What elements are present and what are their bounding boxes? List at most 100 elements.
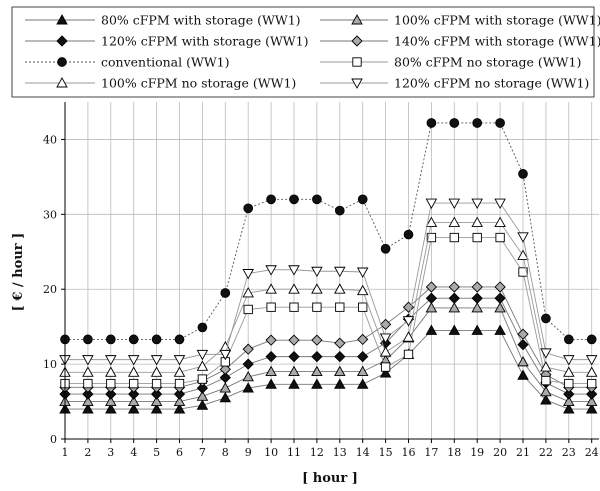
data-point bbox=[150, 355, 163, 366]
data-point bbox=[449, 118, 460, 128]
x-tick-label: 20 bbox=[493, 446, 507, 459]
data-point bbox=[289, 194, 299, 205]
data-point bbox=[471, 292, 483, 304]
data-point bbox=[471, 302, 483, 313]
y-axis-label: [ € / hour ] bbox=[11, 233, 26, 312]
data-point bbox=[174, 334, 185, 345]
legend-label: 80% cFPM with storage (WW1) bbox=[101, 13, 301, 28]
data-point bbox=[335, 302, 345, 312]
data-point bbox=[585, 366, 598, 377]
data-point bbox=[334, 337, 346, 349]
data-point bbox=[83, 334, 93, 345]
data-point bbox=[150, 388, 163, 400]
data-point bbox=[587, 378, 597, 389]
data-point bbox=[471, 324, 483, 335]
data-point bbox=[219, 391, 232, 403]
x-tick-label: 21 bbox=[516, 446, 530, 459]
legend-marker bbox=[352, 57, 362, 67]
data-point bbox=[129, 378, 139, 389]
data-point bbox=[265, 283, 277, 294]
data-point bbox=[334, 365, 346, 377]
data-point bbox=[106, 378, 116, 389]
series-line bbox=[65, 307, 592, 403]
data-point bbox=[379, 367, 392, 378]
data-point bbox=[127, 355, 140, 366]
data-point bbox=[265, 378, 277, 389]
data-point bbox=[242, 269, 254, 280]
x-tick-label: 8 bbox=[222, 446, 229, 459]
data-point bbox=[517, 232, 529, 243]
y-tick-label: 40 bbox=[43, 133, 57, 146]
x-tick-label: 1 bbox=[62, 446, 69, 459]
legend-label: 120% cFPM with storage (WW1) bbox=[101, 34, 308, 49]
data-point bbox=[334, 378, 346, 389]
data-point bbox=[425, 281, 438, 293]
legend-label: 140% cFPM with storage (WW1) bbox=[394, 34, 600, 49]
data-point bbox=[311, 350, 323, 363]
x-tick-label: 17 bbox=[424, 446, 438, 459]
data-point bbox=[495, 118, 505, 128]
data-point bbox=[127, 366, 140, 377]
data-point bbox=[82, 355, 94, 366]
x-tick-label: 10 bbox=[264, 446, 278, 459]
x-tick-label: 9 bbox=[245, 446, 252, 459]
data-point bbox=[105, 395, 117, 407]
data-point bbox=[242, 287, 254, 298]
data-point bbox=[448, 216, 461, 228]
data-point bbox=[517, 339, 529, 351]
data-point bbox=[402, 331, 415, 342]
data-point bbox=[173, 403, 186, 414]
series-2 bbox=[59, 302, 598, 407]
data-point bbox=[219, 382, 232, 393]
data-point bbox=[426, 232, 437, 243]
data-point bbox=[494, 292, 506, 304]
x-tick-label: 24 bbox=[585, 446, 599, 459]
y-tick-label: 10 bbox=[43, 358, 57, 371]
legend: 80% cFPM with storage (WW1) 100% cFPM wit… bbox=[25, 13, 600, 91]
data-point bbox=[517, 249, 529, 260]
data-point bbox=[266, 194, 276, 205]
data-point bbox=[472, 118, 483, 128]
data-point bbox=[151, 334, 162, 345]
data-point bbox=[585, 395, 598, 407]
data-point bbox=[425, 198, 438, 210]
data-point bbox=[288, 365, 300, 377]
data-point bbox=[82, 395, 94, 407]
data-point bbox=[173, 388, 186, 400]
data-point bbox=[105, 403, 117, 414]
legend-marker bbox=[56, 35, 68, 47]
data-point bbox=[196, 390, 209, 401]
data-point bbox=[425, 292, 438, 304]
legend-marker bbox=[351, 35, 363, 47]
data-point bbox=[265, 350, 277, 363]
data-point bbox=[540, 385, 552, 397]
data-point bbox=[289, 302, 299, 312]
data-point bbox=[265, 334, 277, 346]
series-6 bbox=[60, 232, 597, 389]
data-point bbox=[173, 355, 186, 366]
legend-label: 100% cFPM with storage (WW1) bbox=[394, 13, 600, 28]
data-point bbox=[379, 333, 392, 344]
data-point bbox=[357, 194, 368, 205]
x-tick-label: 23 bbox=[562, 446, 576, 459]
data-point bbox=[357, 350, 369, 363]
data-point bbox=[563, 395, 575, 407]
data-point bbox=[288, 334, 300, 346]
series-line bbox=[65, 202, 592, 361]
data-point bbox=[448, 198, 461, 210]
data-point bbox=[196, 382, 209, 394]
data-point bbox=[312, 302, 322, 312]
data-point bbox=[128, 334, 139, 345]
data-point bbox=[242, 343, 254, 355]
data-point bbox=[356, 267, 369, 278]
data-point bbox=[242, 358, 254, 370]
data-point bbox=[494, 198, 506, 210]
data-point bbox=[425, 302, 438, 313]
x-tick-label: 7 bbox=[199, 446, 206, 459]
data-point bbox=[380, 362, 391, 372]
x-tick-label: 6 bbox=[176, 446, 183, 459]
data-point bbox=[585, 403, 598, 414]
data-point bbox=[403, 229, 414, 240]
data-point bbox=[471, 198, 483, 210]
